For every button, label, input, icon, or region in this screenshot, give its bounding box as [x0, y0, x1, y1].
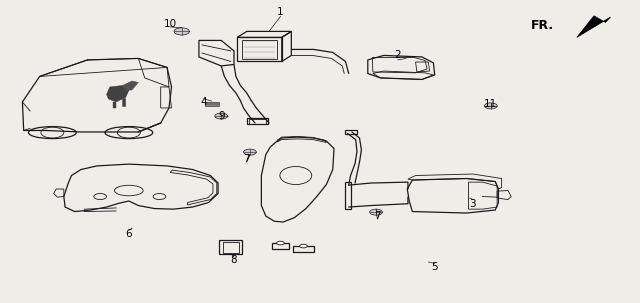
Circle shape: [215, 113, 228, 119]
Polygon shape: [205, 102, 219, 106]
Text: 3: 3: [470, 199, 476, 209]
Text: 7: 7: [243, 154, 250, 164]
Circle shape: [370, 209, 383, 215]
Text: 2: 2: [394, 50, 401, 60]
Circle shape: [174, 28, 189, 35]
Text: 9: 9: [218, 111, 225, 121]
Text: 10: 10: [164, 19, 177, 29]
Polygon shape: [106, 85, 129, 102]
Text: 8: 8: [230, 255, 237, 265]
Polygon shape: [113, 102, 116, 108]
Text: FR.: FR.: [531, 19, 554, 32]
Polygon shape: [577, 16, 611, 37]
Circle shape: [484, 103, 497, 109]
Text: 5: 5: [431, 262, 438, 272]
Circle shape: [276, 241, 284, 245]
Polygon shape: [122, 81, 138, 91]
Text: 1: 1: [277, 7, 284, 17]
Polygon shape: [122, 98, 125, 106]
Circle shape: [300, 244, 307, 248]
Text: 6: 6: [125, 229, 132, 239]
Text: 11: 11: [484, 99, 497, 109]
Circle shape: [244, 149, 256, 155]
Text: 7: 7: [374, 211, 381, 221]
Text: 4: 4: [201, 97, 207, 107]
